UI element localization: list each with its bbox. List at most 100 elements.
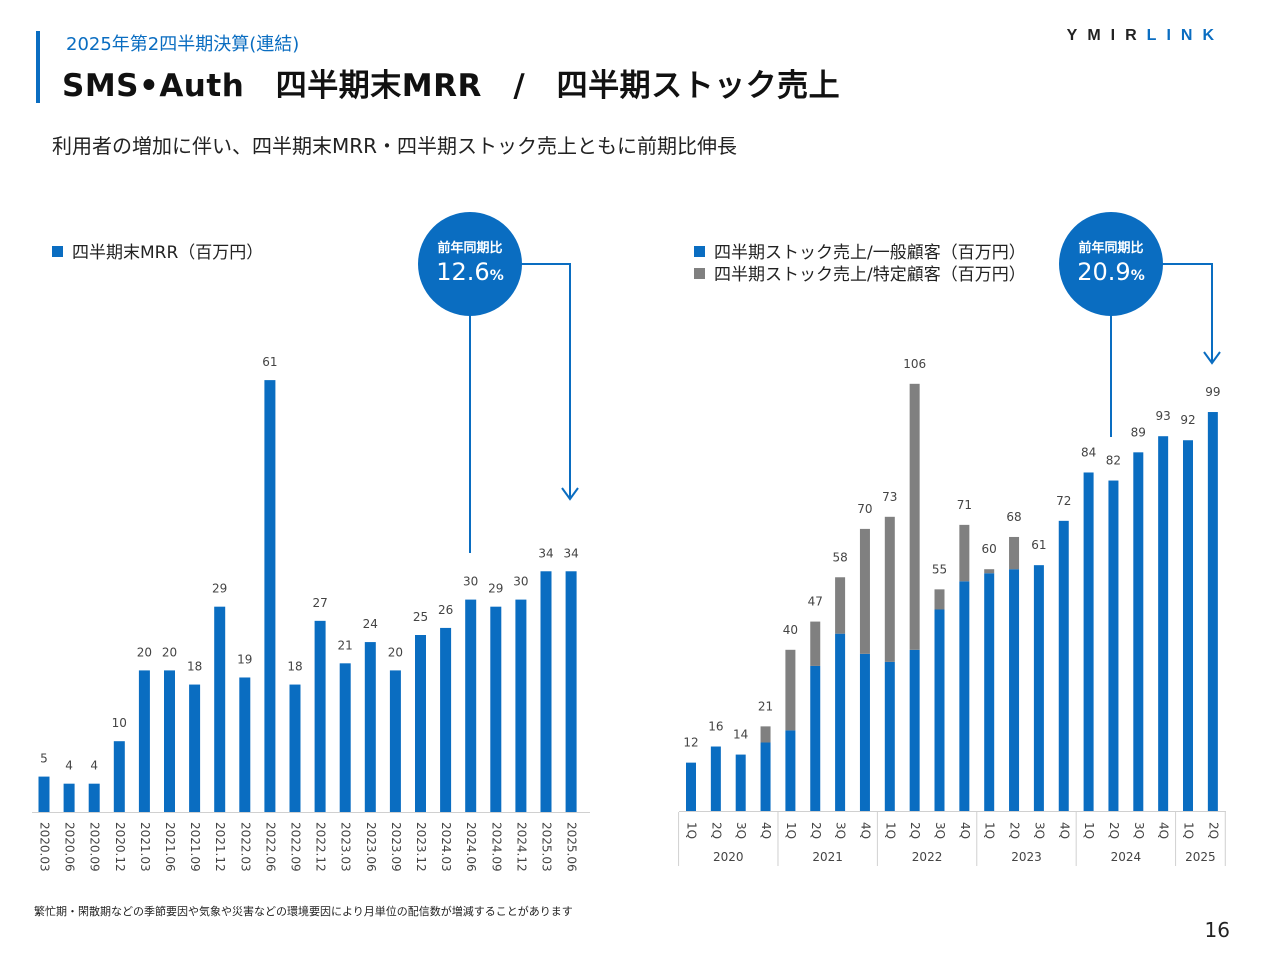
data-label-total-2023-4Q: 72 [1056,494,1071,508]
legend-label-specific: 四半期ストック売上/特定顧客（百万円） [714,265,1026,285]
data-label-mrr-2023.03: 21 [338,638,353,652]
data-label-total-2022-4Q: 71 [957,498,972,512]
logo-part2: LINK [1146,27,1224,44]
bar-general-2023-1Q [984,573,995,811]
callout-label-right: 前年同期比 [1078,240,1143,256]
data-label-total-2024-1Q: 84 [1081,445,1096,459]
bar-mrr-2022.03 [239,677,251,812]
data-label-mrr-2023.12: 25 [413,610,428,624]
legend-swatch-specific [694,268,705,279]
data-label-mrr-2021.03: 20 [137,645,152,659]
data-label-mrr-2023.09: 20 [388,645,403,659]
data-label-mrr-2021.12: 29 [212,582,227,596]
data-label-total-2022-2Q: 106 [903,357,926,371]
year-label-2024: 2024 [1111,850,1142,864]
bar-mrr-2023.03 [339,663,351,812]
bar-general-2021-1Q [785,730,796,811]
x-tick-2024-2Q: 2Q [1107,822,1121,839]
callout-arrow-line-left [520,263,571,497]
bar-general-2025-1Q [1183,440,1193,811]
callout-value-unit-right: % [1131,268,1145,284]
bar-specific-2022-4Q [959,524,970,582]
x-tick-2025.06: 2025.06 [565,822,579,872]
x-tick-2021-3Q: 3Q [834,822,848,839]
year-label-2025: 2025 [1185,850,1216,864]
bar-mrr-2020.03 [38,776,50,812]
bar-specific-2022-2Q [909,383,920,650]
x-tick-2023.12: 2023.12 [414,822,428,872]
bar-specific-2021-4Q [859,528,870,654]
x-tick-2024-1Q: 1Q [1082,822,1096,839]
data-label-mrr-2020.09: 4 [90,759,98,773]
data-label-total-2025-2Q: 99 [1205,385,1220,399]
data-label-total-2020-1Q: 12 [683,736,698,750]
x-tick-2022-1Q: 1Q [883,822,897,839]
page-number: 16 [1204,918,1230,942]
data-label-total-2022-3Q: 55 [932,562,947,576]
bar-general-2020-4Q [760,742,771,811]
data-label-total-2021-3Q: 58 [832,550,847,564]
data-label-total-2023-1Q: 60 [982,542,997,556]
data-label-mrr-2025.06: 34 [563,546,578,560]
bar-specific-2023-2Q [1009,536,1020,570]
data-label-mrr-2023.06: 24 [363,617,378,631]
x-tick-2023.03: 2023.03 [339,822,353,872]
data-label-total-2020-3Q: 14 [733,728,748,742]
bar-mrr-2025.06 [565,571,577,812]
bar-specific-2020-4Q [760,726,771,743]
x-tick-2024.09: 2024.09 [489,822,503,872]
x-tick-2022-4Q: 4Q [958,822,972,839]
title-accent-bar [36,31,40,103]
x-tick-2023-2Q: 2Q [1008,822,1022,839]
year-label-2021: 2021 [812,850,843,864]
x-tick-2025-2Q: 2Q [1206,822,1220,839]
bar-general-2021-3Q [835,633,846,811]
x-tick-2020-4Q: 4Q [759,822,773,839]
x-tick-2024.12: 2024.12 [514,822,528,872]
lead-text: 利用者の増加に伴い、四半期末MRR・四半期ストック売上ともに前期比伸長 [52,134,738,158]
x-tick-2022.06: 2022.06 [263,822,277,872]
bar-specific-2021-2Q [810,621,821,666]
x-tick-2020.09: 2020.09 [88,822,102,872]
data-label-mrr-2024.09: 29 [488,582,503,596]
bar-general-2021-2Q [810,665,821,811]
bar-specific-2023-1Q [984,569,995,574]
bar-general-2023-4Q [1058,520,1069,811]
bar-general-2023-2Q [1009,569,1020,811]
data-label-mrr-2022.06: 61 [262,355,277,369]
bar-general-2020-3Q [735,754,746,811]
bar-general-2024-3Q [1133,452,1144,811]
legend-swatch-mrr [52,246,63,257]
x-tick-2020-3Q: 3Q [734,822,748,839]
bar-mrr-2020.12 [113,741,125,812]
callout-arrow-line-right [1160,263,1213,361]
bar-general-2023-3Q [1033,565,1044,811]
callout-value-left: 12.6% [436,258,503,286]
bar-general-2021-4Q [859,653,870,811]
x-tick-2024.06: 2024.06 [464,822,478,872]
bar-mrr-2024.09 [490,606,502,812]
callout-value-number-left: 12.6 [436,258,489,286]
x-tick-2021-1Q: 1Q [784,822,798,839]
callout-value-unit-left: % [490,268,504,284]
bar-mrr-2021.03 [138,670,150,812]
x-tick-2020.06: 2020.06 [63,822,77,872]
bar-mrr-2024.03 [440,627,452,812]
x-tick-2020.03: 2020.03 [38,822,52,872]
x-tick-2020.12: 2020.12 [113,822,127,872]
x-tick-2021-2Q: 2Q [809,822,823,839]
bar-mrr-2023.12 [415,635,426,812]
bar-general-2022-3Q [934,609,945,811]
x-tick-2024-3Q: 3Q [1132,822,1146,839]
x-tick-2020-2Q: 2Q [709,822,723,839]
data-label-total-2023-2Q: 68 [1006,510,1021,524]
data-label-mrr-2024.12: 30 [513,575,528,589]
data-label-mrr-2021.06: 20 [162,645,177,659]
bar-general-2024-2Q [1108,480,1119,811]
callout-label-left: 前年同期比 [437,240,502,256]
bar-mrr-2024.12 [515,599,527,812]
x-tick-2022.03: 2022.03 [238,822,252,872]
year-label-2023: 2023 [1011,850,1042,864]
bar-specific-2022-1Q [884,516,895,662]
